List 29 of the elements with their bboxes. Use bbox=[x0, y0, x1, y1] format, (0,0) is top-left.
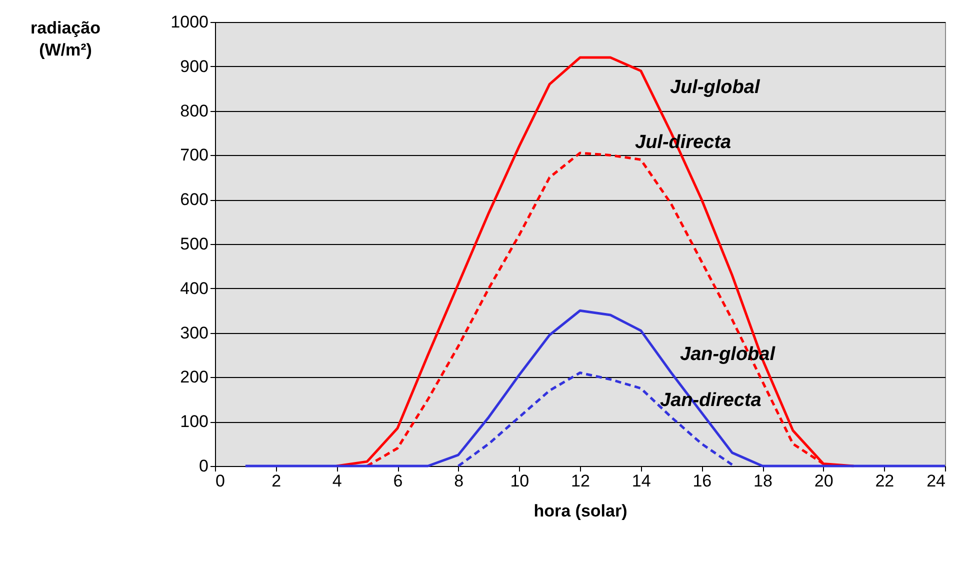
x-axis-title: hora (solar) bbox=[534, 502, 628, 520]
x-tick-label: 8 bbox=[454, 472, 464, 490]
x-tick-label: 0 bbox=[216, 472, 225, 490]
x-tick-label: 22 bbox=[875, 472, 894, 490]
x-tick-label: 24 bbox=[926, 472, 946, 490]
x-tick-label: 14 bbox=[632, 472, 651, 490]
y-tick-label: 900 bbox=[180, 56, 208, 76]
x-tick-label: 10 bbox=[510, 472, 530, 490]
y-tick-label: 1000 bbox=[170, 12, 208, 32]
x-tick-label: 6 bbox=[393, 472, 403, 490]
y-tick-label: 400 bbox=[180, 278, 208, 298]
x-tick-label: 2 bbox=[272, 472, 282, 490]
y-tick-label: 600 bbox=[180, 190, 208, 210]
y-tick-label: 300 bbox=[180, 323, 208, 342]
x-tick-label: 16 bbox=[692, 472, 712, 490]
y-tick-label: 200 bbox=[180, 368, 208, 387]
y-axis-title: radiação (W/m²) bbox=[30, 18, 100, 60]
line-series bbox=[335, 56, 855, 468]
line-series bbox=[244, 309, 946, 468]
x-tick-label: 18 bbox=[754, 472, 772, 490]
y-tick-label: 700 bbox=[180, 146, 208, 165]
x-tick-label: 12 bbox=[571, 472, 590, 490]
y-tick-label: 100 bbox=[180, 412, 208, 432]
x-tick-label: 20 bbox=[814, 472, 834, 490]
y-tick-label: 0 bbox=[199, 456, 208, 476]
y-tick-label: 800 bbox=[180, 101, 208, 120]
y-tick-label: 500 bbox=[180, 234, 208, 254]
series-label: Jul-global bbox=[670, 77, 760, 98]
x-tick-label: 4 bbox=[332, 472, 342, 490]
